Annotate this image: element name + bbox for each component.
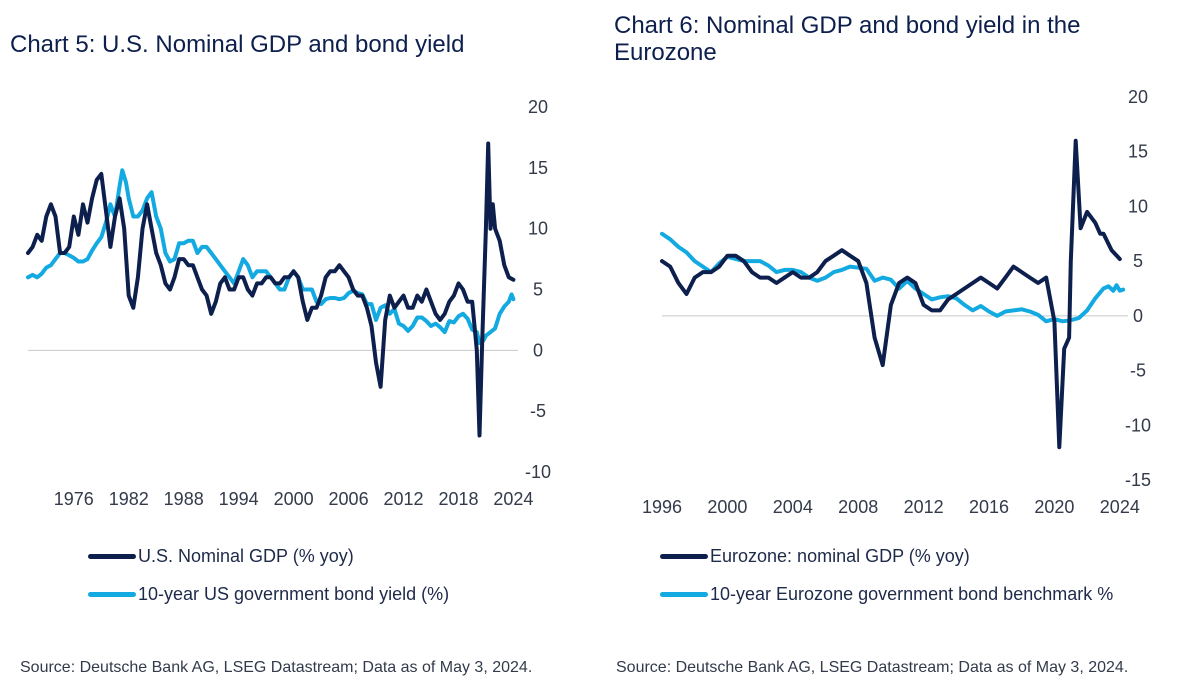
x-tick-label: 2024: [1100, 497, 1140, 517]
series-line-nominal-gdp: [660, 138, 1122, 450]
y-tick-label: -5: [1130, 361, 1146, 381]
chart-eurozone-plot: 20 15 10 5 0 -5 -10 -15 1996 2000 2004 2008 2012 2016…: [642, 87, 1151, 517]
legend-label: Eurozone: nominal GDP (% yoy): [710, 546, 970, 566]
x-tick-label: 2012: [904, 497, 944, 517]
y-tick-label: 5: [1133, 251, 1143, 271]
x-tick-label: 1988: [164, 489, 204, 509]
x-tick-label: 2000: [274, 489, 314, 509]
x-tick-label: 1996: [642, 497, 682, 517]
legend-swatch-yield: [88, 592, 136, 597]
chart-title: Chart 5: U.S. Nominal GDP and bond yield: [10, 31, 465, 58]
y-tick-label: 0: [533, 340, 543, 360]
x-tick-label: 2000: [707, 497, 747, 517]
chart-title: Chart 6: Nominal GDP and bond yield in t…: [614, 12, 1081, 66]
y-tick-label: 10: [528, 219, 548, 239]
x-tick-label: 2008: [838, 497, 878, 517]
y-tick-label: -5: [530, 401, 546, 421]
legend-swatch-gdp: [660, 554, 708, 559]
x-tick-label: 2018: [438, 489, 478, 509]
y-tick-label: -15: [1125, 470, 1151, 490]
source-note: Source: Deutsche Bank AG, LSEG Datastrea…: [616, 659, 1129, 676]
chart-panel-us: Chart 5: U.S. Nominal GDP and bond yield…: [0, 0, 598, 700]
x-tick-label: 1994: [219, 489, 259, 509]
legend-label: 10-year US government bond yield (%): [138, 584, 450, 604]
x-tick-label: 1976: [54, 489, 94, 509]
y-tick-label: 15: [528, 158, 548, 178]
legend-swatch-yield: [660, 592, 708, 597]
x-tick-label: 2004: [773, 497, 813, 517]
y-tick-label: 20: [528, 97, 548, 117]
x-tick-label: 1982: [109, 489, 149, 509]
source-note: Source: Deutsche Bank AG, LSEG Datastrea…: [20, 659, 533, 676]
y-tick-label: 5: [533, 280, 543, 300]
y-tick-label: 20: [1128, 87, 1148, 107]
x-tick-label: 2020: [1034, 497, 1074, 517]
y-tick-label: -10: [525, 462, 551, 482]
y-tick-label: 0: [1133, 306, 1143, 326]
legend-swatch-gdp: [88, 554, 136, 559]
series-line-nominal-gdp: [26, 141, 516, 438]
y-tick-label: 10: [1128, 196, 1148, 216]
y-tick-label: -10: [1125, 415, 1151, 435]
x-tick-label: 2024: [493, 489, 533, 509]
x-tick-label: 2006: [329, 489, 369, 509]
chart-us-plot: 20 15 10 5 0 -5 -10 1976 1982 1988 1994 2000 2006 201…: [26, 97, 551, 509]
y-tick-label: 15: [1128, 142, 1148, 162]
chart-panel-eurozone: Chart 6: Nominal GDP and bond yield in t…: [604, 0, 1198, 700]
x-tick-label: 2012: [383, 489, 423, 509]
legend-label: U.S. Nominal GDP (% yoy): [138, 546, 354, 566]
x-tick-label: 2016: [969, 497, 1009, 517]
legend-label: 10-year Eurozone government bond benchma…: [710, 584, 1114, 604]
